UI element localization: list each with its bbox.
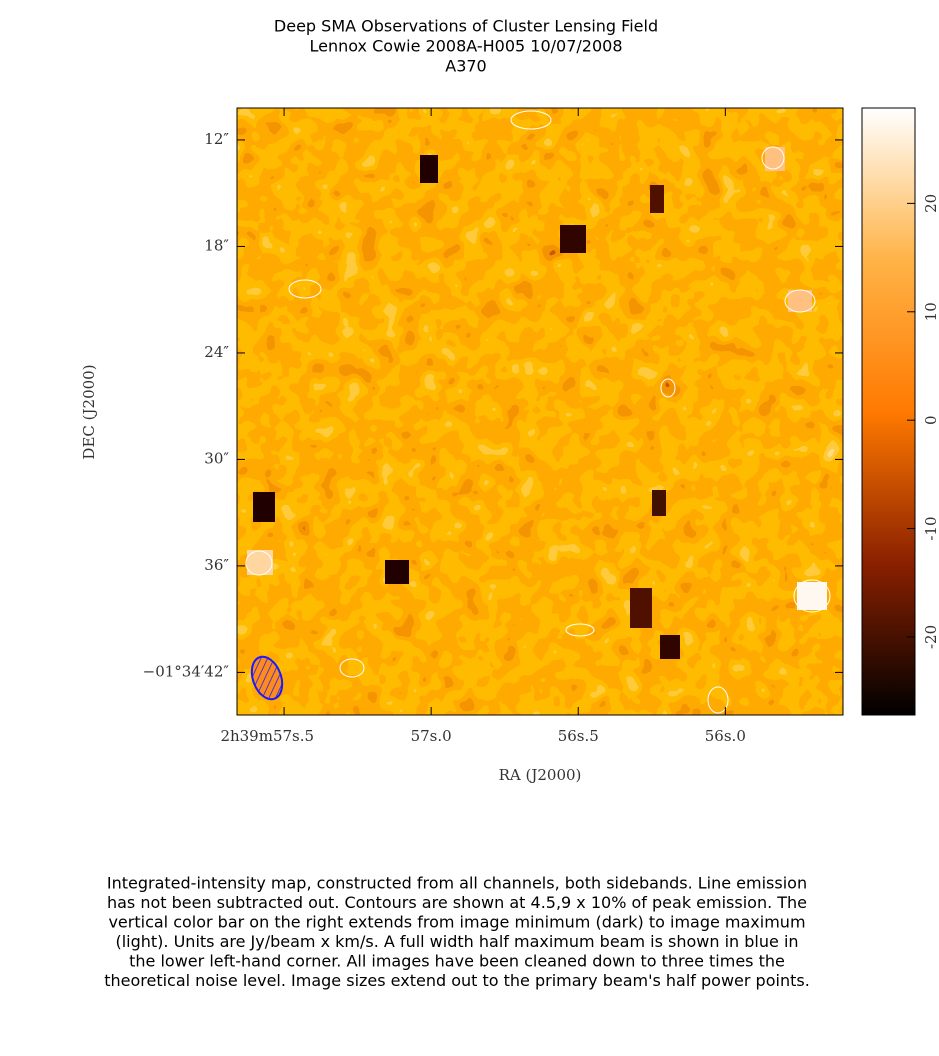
- caption-line: theoretical noise level. Image sizes ext…: [104, 971, 810, 990]
- caption-line: the lower left-hand corner. All images h…: [129, 952, 785, 971]
- y-axis-label: DEC (J2000): [80, 364, 98, 459]
- y-tick-label: 12″: [204, 130, 229, 148]
- intensity-map: [237, 108, 843, 715]
- beam: [250, 655, 284, 701]
- plot-frame: [236, 107, 844, 716]
- x-axis-label: RA (J2000): [499, 766, 582, 784]
- x-tick-label: 56s.0: [705, 727, 746, 745]
- y-tick-label: 18″: [204, 236, 229, 254]
- caption-line: has not been subtracted out. Contours ar…: [107, 893, 807, 912]
- caption-line: vertical color bar on the right extends …: [108, 913, 805, 932]
- chart-title: A370: [445, 57, 486, 76]
- features: [245, 110, 831, 714]
- colorbar-tick-label: -10: [922, 516, 939, 540]
- chart-title: Lennox Cowie 2008A-H005 10/07/2008: [310, 37, 623, 56]
- y-tick-label: 24″: [204, 343, 229, 361]
- chart-title: Deep SMA Observations of Cluster Lensing…: [274, 17, 658, 36]
- colorbar-tick-label: 0: [922, 415, 939, 425]
- colorbar-tick-label: 20: [922, 194, 939, 213]
- colorbar-tick-label: 10: [922, 302, 939, 321]
- x-tick-label: 57s.0: [411, 727, 452, 745]
- x-tick-label: 56s.5: [558, 727, 599, 745]
- y-tick-label: 30″: [204, 449, 229, 467]
- caption-line: Integrated-intensity map, constructed fr…: [107, 874, 807, 893]
- colorbar-tick-label: -20: [922, 625, 939, 649]
- y-tick-label: −01°34′42″: [143, 662, 230, 680]
- colorbar: [861, 107, 916, 716]
- caption-line: (light). Units are Jy/beam x km/s. A ful…: [115, 932, 798, 951]
- x-tick-label: 2h39m57s.5: [220, 727, 314, 745]
- y-tick-label: 36″: [204, 556, 229, 574]
